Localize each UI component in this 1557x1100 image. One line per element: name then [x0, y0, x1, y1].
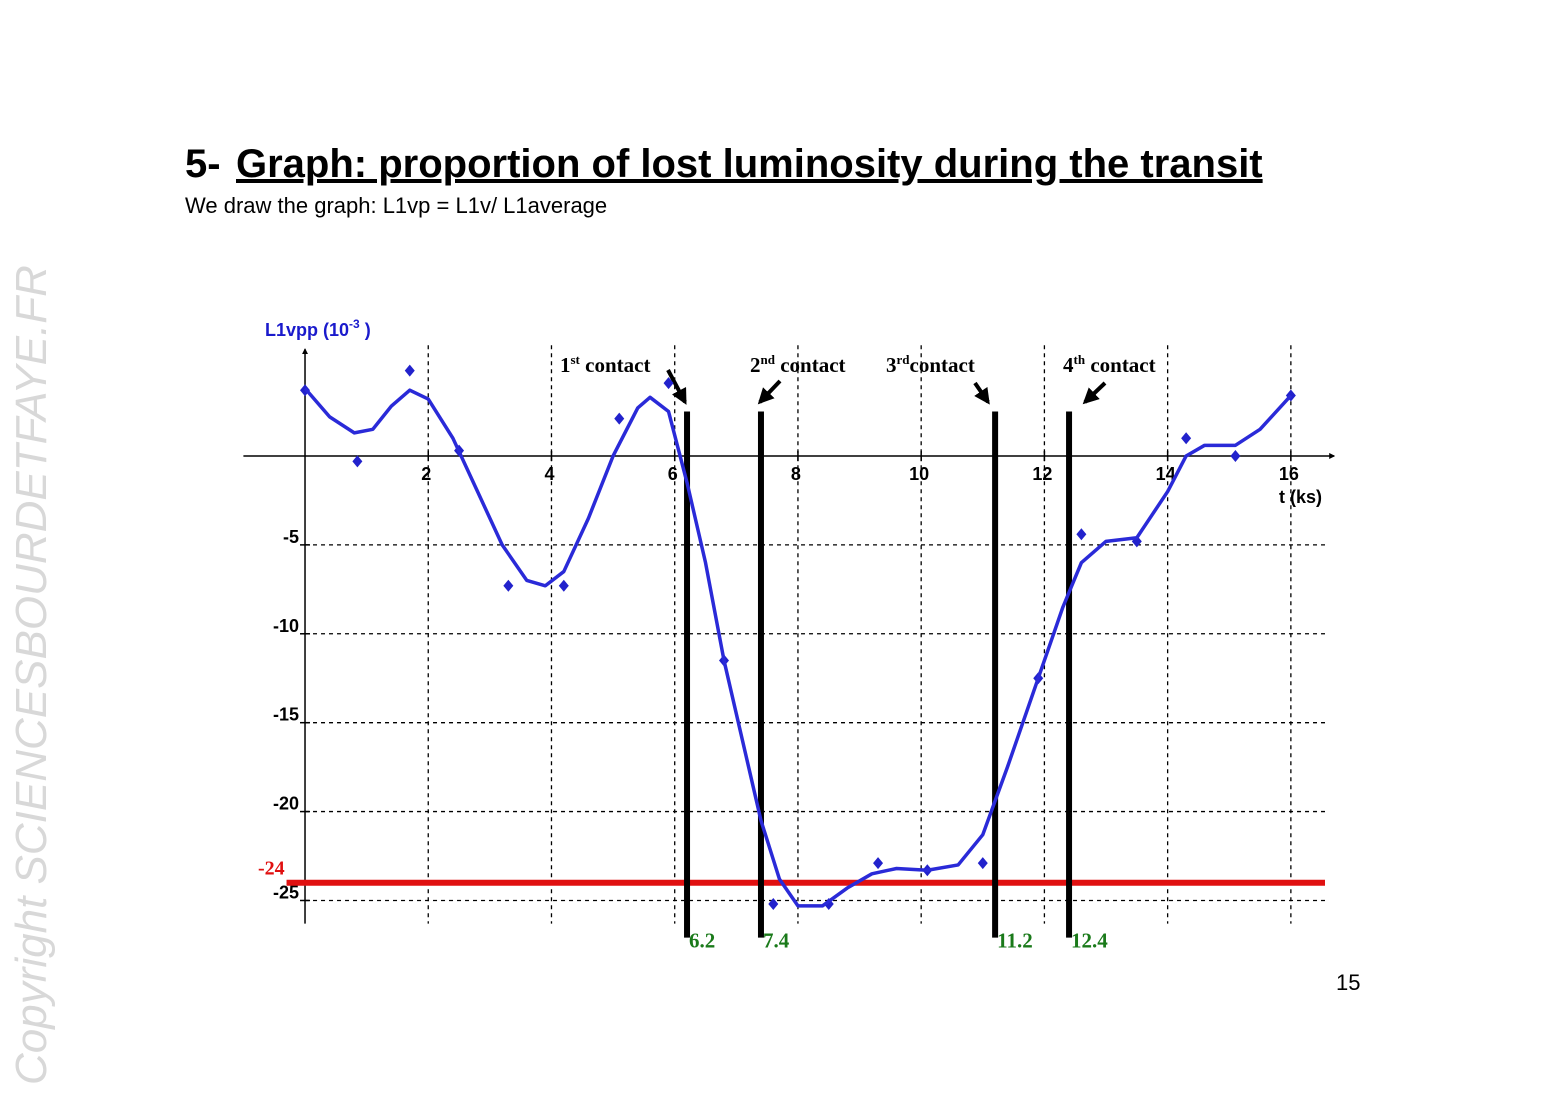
contact-arrow: [1082, 381, 1107, 405]
data-point: [352, 455, 363, 468]
x-tick-label: 16: [1279, 464, 1299, 484]
data-point: [404, 364, 415, 377]
contact-label: 2nd contact: [750, 352, 846, 377]
contact-arrow: [973, 381, 990, 405]
data-point: [663, 377, 674, 390]
contact-sup: rd: [897, 352, 911, 367]
x-tick-label: 4: [544, 464, 554, 484]
data-point: [1076, 528, 1087, 541]
reference-label: -24: [258, 858, 285, 880]
data-point: [977, 857, 988, 870]
contact-sup: th: [1074, 352, 1086, 367]
contact-word: contact: [910, 353, 975, 377]
contact-arrow: [757, 379, 782, 405]
x-tick-label: 6: [668, 464, 678, 484]
data-point: [614, 412, 625, 425]
y-tick-label: -10: [273, 616, 299, 636]
contact-value: 7.4: [763, 929, 790, 953]
data-point: [1181, 432, 1192, 445]
heading-number: 5-: [185, 142, 221, 186]
contact-number: 3: [886, 353, 897, 377]
contact-word: contact: [1085, 353, 1156, 377]
x-tick-label: 10: [909, 464, 929, 484]
subtitle: We draw the graph: L1vp = L1v/ L1average: [185, 193, 607, 218]
y-tick-label: -25: [273, 882, 299, 902]
watermark: Copyright SCIENCESBOURDETFAYE.FR: [7, 265, 56, 1085]
page-number: 15: [1336, 970, 1360, 995]
x-tick-label: 8: [791, 464, 801, 484]
data-point: [503, 579, 514, 592]
contact-label: 3rdcontact: [886, 352, 975, 377]
contact-label: 1st contact: [560, 352, 650, 377]
contact-number: 1: [560, 353, 571, 377]
x-tick-label: 12: [1032, 464, 1052, 484]
data-point: [873, 857, 884, 870]
y-label-end: ): [360, 320, 371, 340]
contact-word: contact: [775, 353, 846, 377]
contact-value: 11.2: [997, 929, 1033, 953]
contact-number: 2: [750, 353, 761, 377]
y-tick-label: -5: [283, 527, 299, 547]
y-label-sup: -3: [349, 317, 360, 331]
y-tick-label: -20: [273, 794, 299, 814]
contact-sup: st: [571, 352, 581, 367]
x-axis-label: t (ks): [1279, 487, 1322, 507]
x-tick-label: 14: [1156, 464, 1176, 484]
x-tick-label: 2: [421, 464, 431, 484]
contact-arrow: [666, 369, 687, 405]
contact-value: 6.2: [689, 929, 715, 953]
contact-value: 12.4: [1071, 929, 1108, 953]
y-label-main: L1vpp (10: [265, 320, 349, 340]
y-tick-label: -15: [273, 705, 299, 725]
contact-word: contact: [580, 353, 651, 377]
y-axis-label: L1vpp (10-3 ): [265, 317, 371, 340]
contact-sup: nd: [761, 352, 776, 367]
heading-title: Graph: proportion of lost luminosity dur…: [236, 142, 1263, 186]
fit-curve: [303, 387, 1293, 908]
data-point: [558, 579, 569, 592]
contact-number: 4: [1063, 353, 1074, 377]
data-point: [768, 898, 779, 911]
contact-label: 4th contact: [1063, 352, 1156, 377]
data-point: [1230, 449, 1241, 462]
